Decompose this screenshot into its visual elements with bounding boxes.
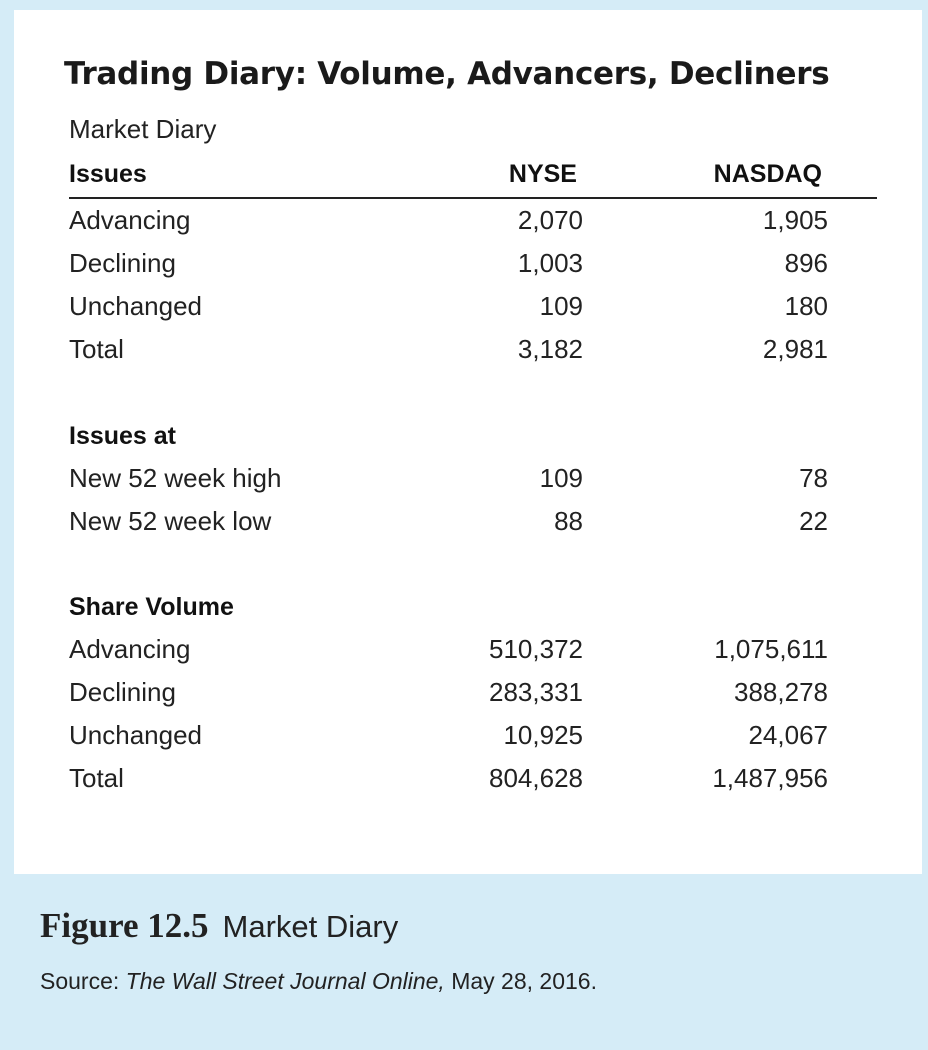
- nasdaq-value: 22: [799, 506, 828, 536]
- figure-number: Figure 12.5: [40, 906, 209, 945]
- table-row: New 52 week high 109 78: [14, 463, 922, 503]
- table-subtitle: Market Diary: [69, 114, 217, 144]
- section-heading-issues-at: Issues at: [69, 422, 177, 450]
- table-panel: Trading Diary: Volume, Advancers, Declin…: [14, 10, 922, 874]
- table-row: Total 3,182 2,981: [14, 334, 922, 374]
- column-header-issues: Issues: [69, 160, 147, 188]
- row-label: Unchanged: [69, 720, 202, 750]
- nasdaq-value: 388,278: [734, 677, 828, 707]
- nasdaq-value: 1,487,956: [712, 763, 828, 793]
- figure-caption: Figure 12.5 Market Diary: [40, 906, 398, 946]
- table-row: Declining 1,003 896: [14, 248, 922, 288]
- row-label: Total: [69, 763, 124, 793]
- nasdaq-value: 2,981: [762, 334, 828, 364]
- nyse-value: 283,331: [489, 677, 583, 707]
- table-row: Declining 283,331 388,278: [14, 677, 922, 717]
- column-header-nyse: NYSE: [508, 160, 577, 188]
- table-row: Unchanged 10,925 24,067: [14, 720, 922, 760]
- nasdaq-value: 78: [799, 463, 828, 493]
- nyse-value: 109: [539, 291, 583, 321]
- table-row: Unchanged 109 180: [14, 291, 922, 331]
- nasdaq-value: 1,905: [762, 205, 828, 235]
- table-row: Advancing 2,070 1,905: [14, 205, 922, 245]
- table-row: Total 804,628 1,487,956: [14, 763, 922, 803]
- nasdaq-value: 24,067: [748, 720, 828, 750]
- nyse-value: 804,628: [489, 763, 583, 793]
- source-date: May 28, 2016.: [444, 968, 597, 994]
- table-row: New 52 week low 88 22: [14, 506, 922, 546]
- nasdaq-value: 896: [784, 248, 828, 278]
- section-heading-share-volume: Share Volume: [69, 593, 234, 621]
- nyse-value: 10,925: [503, 720, 583, 750]
- row-label: New 52 week high: [69, 463, 282, 493]
- nyse-value: 510,372: [489, 634, 583, 664]
- nyse-value: 1,003: [517, 248, 583, 278]
- nyse-value: 2,070: [517, 205, 583, 235]
- row-label: New 52 week low: [69, 506, 272, 536]
- row-label: Unchanged: [69, 291, 202, 321]
- source-prefix: Source:: [40, 968, 126, 994]
- figure-title: Market Diary: [222, 909, 399, 944]
- row-label: Declining: [69, 677, 176, 707]
- table-title: Trading Diary: Volume, Advancers, Declin…: [64, 56, 830, 92]
- header-divider: [69, 197, 877, 199]
- nyse-value: 3,182: [517, 334, 583, 364]
- nasdaq-value: 180: [784, 291, 828, 321]
- source-publication: The Wall Street Journal Online,: [125, 968, 445, 994]
- nyse-value: 109: [539, 463, 583, 493]
- nyse-value: 88: [554, 506, 583, 536]
- row-label: Advancing: [69, 634, 191, 664]
- row-label: Advancing: [69, 205, 191, 235]
- row-label: Declining: [69, 248, 176, 278]
- nasdaq-value: 1,075,611: [714, 634, 828, 664]
- column-header-nasdaq: NASDAQ: [713, 160, 822, 188]
- figure-source: Source: The Wall Street Journal Online, …: [40, 968, 597, 995]
- table-row: Advancing 510,372 1,075,611: [14, 634, 922, 674]
- row-label: Total: [69, 334, 124, 364]
